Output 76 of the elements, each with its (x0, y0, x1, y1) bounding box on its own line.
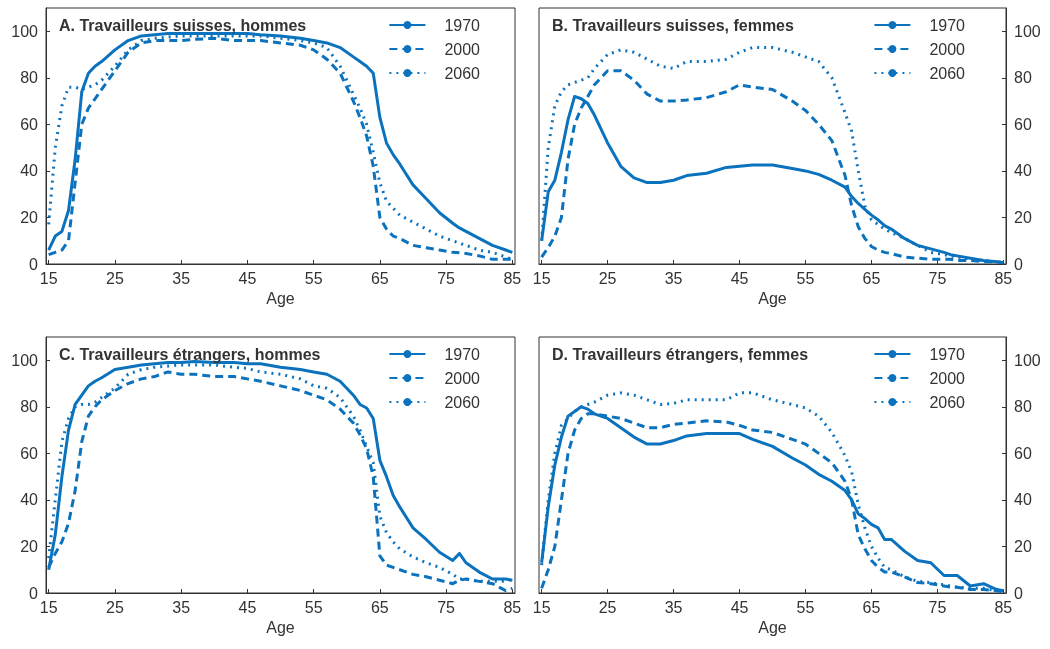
legend-label: 2000 (444, 369, 481, 387)
legend-label: 1970 (929, 16, 966, 34)
x-tick-label: 75 (928, 598, 947, 616)
y-tick-label: 80 (20, 69, 39, 87)
y-tick-label: 40 (1014, 491, 1032, 509)
x-tick-label: 35 (172, 269, 191, 287)
y-tick-label: 0 (29, 255, 39, 273)
x-axis-title: Age (266, 290, 295, 308)
legend-label: 1970 (444, 345, 481, 363)
x-tick-label: 65 (862, 269, 881, 287)
legend-label: 2000 (444, 40, 481, 58)
y-tick-label: 0 (1014, 255, 1023, 273)
x-tick-label: 55 (796, 269, 815, 287)
legend-label: 2060 (929, 393, 966, 411)
legend-label: 2060 (444, 393, 481, 411)
x-tick-label: 15 (39, 598, 58, 616)
y-tick-label: 100 (1014, 351, 1041, 369)
legend-label: 1970 (929, 345, 966, 363)
x-tick-label: 85 (503, 269, 522, 287)
x-tick-label: 75 (928, 269, 947, 287)
x-tick-label: 55 (796, 598, 815, 616)
x-tick-label: 15 (532, 598, 551, 616)
legend-label: 1970 (444, 16, 481, 34)
legend-label: 2000 (929, 369, 966, 387)
y-tick-label: 0 (29, 584, 39, 602)
y-tick-label: 100 (11, 22, 39, 40)
x-tick-label: 65 (370, 598, 389, 616)
x-tick-label: 65 (370, 269, 389, 287)
x-tick-label: 55 (304, 598, 323, 616)
x-tick-label: 85 (994, 598, 1013, 616)
x-tick-label: 25 (598, 598, 617, 616)
y-tick-label: 40 (20, 162, 39, 180)
legend-label: 2060 (444, 64, 481, 82)
y-tick-label: 80 (1014, 69, 1032, 87)
x-tick-label: 45 (238, 598, 257, 616)
y-tick-label: 20 (20, 537, 39, 555)
y-tick-label: 0 (1014, 584, 1023, 602)
x-tick-label: 35 (664, 269, 683, 287)
x-tick-label: 25 (105, 269, 124, 287)
x-tick-label: 35 (172, 598, 191, 616)
y-tick-label: 100 (11, 351, 39, 369)
y-tick-label: 20 (1014, 208, 1032, 226)
x-tick-label: 35 (664, 598, 683, 616)
legend-label: 2060 (929, 64, 966, 82)
x-axis-title: Age (758, 619, 787, 637)
x-axis-title: Age (266, 619, 295, 637)
y-tick-label: 60 (20, 115, 39, 133)
x-tick-label: 45 (730, 598, 749, 616)
x-tick-label: 25 (105, 598, 124, 616)
x-tick-label: 15 (39, 269, 58, 287)
y-tick-label: 100 (1014, 22, 1041, 40)
y-tick-label: 80 (1014, 398, 1032, 416)
x-tick-label: 15 (532, 269, 551, 287)
x-tick-label: 75 (437, 598, 456, 616)
x-tick-label: 45 (730, 269, 749, 287)
x-tick-label: 65 (862, 598, 881, 616)
y-tick-label: 60 (1014, 115, 1032, 133)
text: D. Travailleurs étrangers, femmes (552, 345, 809, 363)
x-tick-label: 55 (304, 269, 323, 287)
y-tick-label: 60 (20, 444, 39, 462)
y-tick-label: 20 (20, 208, 39, 226)
x-axis-title: Age (758, 290, 787, 308)
y-tick-label: 80 (20, 398, 39, 416)
x-tick-label: 75 (437, 269, 456, 287)
x-tick-label: 85 (503, 598, 522, 616)
x-tick-label: 25 (598, 269, 617, 287)
text: C. Travailleurs étrangers, hommes (59, 345, 321, 363)
y-tick-label: 20 (1014, 537, 1032, 555)
text: B. Travailleurs suisses, femmes (552, 16, 795, 34)
x-tick-label: 45 (238, 269, 257, 287)
y-tick-label: 40 (20, 491, 39, 509)
y-tick-label: 60 (1014, 444, 1032, 462)
text: A. Travailleurs suisses, hommes (59, 16, 307, 34)
y-tick-label: 40 (1014, 162, 1032, 180)
x-tick-label: 85 (994, 269, 1013, 287)
legend-label: 2000 (929, 40, 966, 58)
